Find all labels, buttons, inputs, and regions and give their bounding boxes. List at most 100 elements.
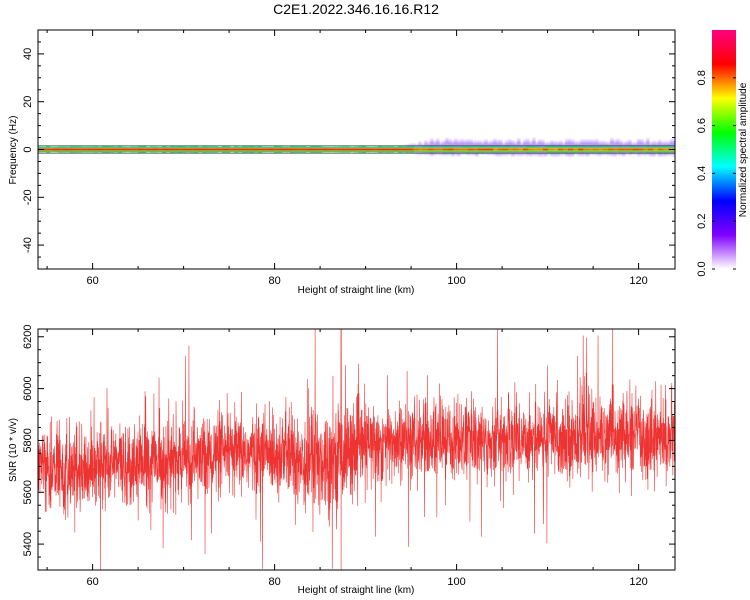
spectrogram-band-core: [483, 148, 489, 151]
spectrogram-band-core: [393, 148, 399, 151]
spectrogram-band-core: [73, 148, 79, 151]
spectrogram-y-tick-label: 40: [22, 48, 34, 60]
spectrogram-band-core: [218, 148, 224, 151]
spectrogram-band-core: [103, 148, 109, 151]
spectrogram-band-core: [203, 148, 209, 151]
spectrogram-band-core: [463, 148, 469, 151]
spectrogram-band-core: [253, 148, 259, 151]
snr-y-tick-label: 5400: [22, 532, 34, 556]
spectrogram-band-core: [353, 148, 359, 151]
spectrogram-band-core: [533, 148, 539, 151]
spectrogram-x-label: Height of straight line (km): [298, 285, 415, 296]
spectrogram-band-core: [88, 148, 94, 151]
spectrogram-band-core: [528, 148, 534, 151]
spectrogram-y-tick-label: -40: [22, 237, 34, 253]
figure-title: C2E1.2022.346.16.16.R12: [273, 1, 439, 17]
spectrogram-band-core: [208, 148, 214, 151]
colorbar-tick-label: 0.2: [696, 214, 708, 229]
spectrogram-band-core: [228, 148, 234, 151]
spectrogram-band-core: [453, 148, 459, 151]
spectrogram-band-core: [168, 148, 174, 151]
spectrogram-band-core: [588, 148, 594, 151]
spectrogram-y-tick-label: 0: [22, 146, 34, 152]
spectrogram-band-core: [623, 148, 629, 151]
spectrogram-band-core: [323, 148, 329, 151]
colorbar-tick-label: 0.4: [696, 166, 708, 181]
spectrogram-band-core: [293, 148, 299, 151]
spectrogram-band-core: [83, 148, 89, 151]
spectrogram-band-core: [128, 148, 134, 151]
spectrogram-band-core: [158, 148, 164, 151]
spectrogram-band-core: [153, 148, 159, 151]
spectrogram-band-core: [63, 148, 69, 151]
snr-x-tick-label: 120: [629, 576, 647, 588]
spectrogram-band-core: [443, 148, 449, 151]
spectrogram-band-core: [488, 148, 494, 151]
spectrogram-band-core: [363, 148, 369, 151]
snr-panel: 60 80 100 120 5400 5600 5800 6000 6200 Height of…: [8, 325, 676, 596]
spectrogram-band-core: [368, 148, 374, 151]
spectrogram-band-core: [633, 148, 639, 151]
spectrogram-band-core: [173, 148, 179, 151]
spectrogram-band-core: [143, 148, 149, 151]
spectrogram-band-core: [98, 148, 104, 151]
spectrogram-band-core: [438, 148, 444, 151]
spectrogram-band-core: [503, 148, 509, 151]
colorbar-tick-label: 0.6: [696, 118, 708, 133]
snr-x-tick-label: 100: [447, 576, 465, 588]
spectrogram-band-core: [608, 148, 614, 151]
spectrogram-band-core: [578, 148, 584, 151]
spectrogram-band-core: [523, 148, 529, 151]
spectrogram-band-core: [428, 148, 434, 151]
spectrogram-band-core: [568, 148, 574, 151]
colorbar-ticks: 0.0 0.2 0.4 0.6 0.8: [696, 70, 736, 277]
spectrogram-band-core: [263, 148, 269, 151]
spectrogram-band-core: [288, 148, 294, 151]
snr-x-tick-label: 80: [268, 576, 280, 588]
spectrogram-band-core: [418, 148, 424, 151]
spectrogram-band-core: [548, 148, 554, 151]
spectrogram-band-core: [133, 148, 139, 151]
spectrogram-band-core: [468, 148, 474, 151]
spectrogram-band-core: [458, 148, 464, 151]
colorbar-gradient: [712, 30, 736, 269]
spectrogram-band-core: [643, 148, 649, 151]
spectrogram-band-core: [553, 148, 559, 151]
spectrogram-band-core: [283, 148, 289, 151]
spectrogram-band-core: [413, 148, 419, 151]
spectrogram-panel: 60 80 100 120 -40 -20 0 20 40 Height of straight…: [8, 29, 676, 296]
spectrogram-ticks: 60 80 100 120 -40 -20 0 20 40: [22, 29, 675, 287]
spectrogram-band-core: [303, 148, 309, 151]
spectrogram-band-core: [398, 148, 404, 151]
colorbar: 0.0 0.2 0.4 0.6 0.8 Normalized spectral ampl…: [696, 30, 749, 277]
spectrogram-band-core: [423, 148, 429, 151]
spectrogram-band-core: [498, 148, 504, 151]
spectrogram-y-label: Frequency (Hz): [8, 116, 19, 185]
spectrogram-x-tick-label: 100: [447, 275, 465, 287]
colorbar-label: Normalized spectral amplitude: [738, 82, 749, 217]
snr-ticks: 60 80 100 120 5400 5600 5800 6000 6200: [22, 325, 675, 588]
spectrogram-band-core: [618, 148, 624, 151]
spectrogram-x-tick-label: 60: [86, 275, 98, 287]
spectrogram-band-core: [663, 148, 669, 151]
spectrogram-band-core: [563, 148, 569, 151]
snr-y-label: SNR (10 * v/v): [8, 418, 19, 482]
spectrogram-band-core: [583, 148, 589, 151]
spectrogram-band-core: [433, 148, 439, 151]
spectrogram-band-core: [408, 148, 414, 151]
spectrogram-band-core: [268, 148, 274, 151]
spectrogram-band-core: [373, 148, 379, 151]
snr-frame: [37, 328, 676, 571]
spectrogram-band-core: [338, 148, 344, 151]
spectrogram-band-core: [78, 148, 84, 151]
snr-series-line: [38, 329, 675, 570]
spectrogram-band-core: [113, 148, 119, 151]
spectrogram-band-core: [318, 148, 324, 151]
spectrogram-band-core: [193, 148, 199, 151]
spectrogram-band-core: [48, 148, 54, 151]
spectrogram-band-core: [403, 148, 409, 151]
spectrogram-y-tick-label: 20: [22, 96, 34, 108]
spectrogram-band-core: [178, 148, 184, 151]
spectrogram-band-core: [358, 148, 364, 151]
